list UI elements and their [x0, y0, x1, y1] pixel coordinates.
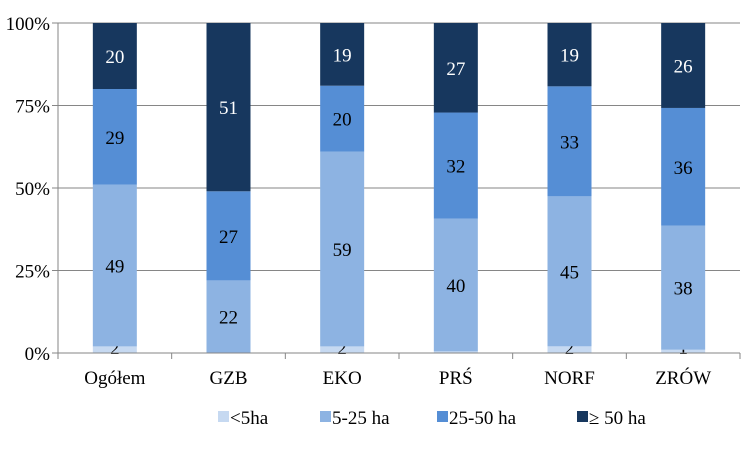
legend-item: <5ha — [218, 408, 269, 429]
bar-segment — [547, 346, 592, 353]
bar-stack: 22 27 51 — [206, 23, 251, 353]
legend-item: ≥ 50 ha — [577, 408, 646, 429]
bar-segment — [661, 225, 706, 350]
bar-segment — [206, 23, 251, 192]
x-tick-label: NORF — [544, 368, 595, 389]
data-label: 33 — [560, 132, 579, 153]
data-label: 32 — [446, 157, 465, 178]
data-label: 2 — [337, 338, 347, 359]
legend-label: 5-25 ha — [332, 408, 390, 429]
bar-segment — [661, 349, 706, 353]
bar-segment — [320, 85, 365, 152]
bar-segment — [92, 346, 137, 353]
bar-segment — [547, 86, 592, 197]
bar-segment — [547, 23, 592, 87]
data-label: 19 — [560, 46, 579, 67]
x-tick-label: EKO — [323, 368, 362, 389]
bar-segment — [92, 89, 137, 185]
data-label: 27 — [446, 59, 465, 80]
data-label: 26 — [674, 56, 693, 77]
legend-label: 25-50 ha — [449, 408, 517, 429]
legend-label: ≥ 50 ha — [589, 408, 646, 429]
y-tick-label: 0% — [25, 344, 51, 365]
legend-swatch — [320, 411, 331, 422]
x-axis: Ogółem GZB EKO PRŚ NORF ZRÓW — [57, 23, 741, 389]
y-tick-label: 25% — [15, 262, 50, 283]
data-label: 20 — [333, 110, 352, 131]
data-label: 40 — [446, 276, 465, 297]
data-label: 59 — [333, 240, 352, 261]
y-tick-label: 50% — [15, 179, 50, 200]
x-tick-label: Ogółem — [84, 368, 145, 389]
data-label: 38 — [674, 279, 693, 300]
bar-stack: 2 45 33 19 — [547, 23, 592, 359]
bar-stack: 1383626 — [661, 23, 706, 359]
y-tick-label: 75% — [15, 97, 50, 118]
legend-swatch — [437, 411, 448, 422]
bar-stack: 2 59 20 19 — [320, 23, 365, 359]
bar-segment — [320, 23, 365, 86]
data-label: 45 — [560, 262, 579, 283]
legend-label: <5ha — [230, 408, 269, 429]
legend-item: 5-25 ha — [320, 408, 390, 429]
bar-segment — [92, 184, 137, 347]
bar-segment — [92, 23, 137, 89]
bar-segment — [206, 191, 251, 281]
bar-stack: 40 32 27 — [433, 23, 478, 353]
data-label: 2 — [565, 338, 575, 359]
legend-swatch — [577, 411, 588, 422]
bar-segment — [433, 351, 478, 353]
x-tick-label: GZB — [210, 368, 248, 389]
data-label: 22 — [219, 308, 238, 329]
data-label: 51 — [219, 98, 238, 119]
data-label: 27 — [219, 227, 238, 248]
bar-segment — [661, 23, 706, 108]
bar-segment — [433, 218, 478, 352]
data-label: 2 — [110, 338, 120, 359]
data-label: 29 — [105, 128, 124, 149]
bar-segment — [547, 196, 592, 347]
bar-segment — [320, 346, 365, 353]
bar-segment — [433, 23, 478, 113]
data-label: 20 — [105, 47, 124, 68]
bar-stack: 2 49 29 20 — [92, 23, 137, 359]
legend-item: 25-50 ha — [437, 408, 517, 429]
bar-segment — [661, 107, 706, 226]
data-label: 19 — [333, 45, 352, 66]
x-tick-label: ZRÓW — [655, 367, 711, 389]
y-tick-label: 100% — [6, 14, 51, 35]
bar-segment — [320, 151, 365, 347]
legend: <5ha 5-25 ha 25-50 ha ≥ 50 ha — [218, 408, 646, 429]
x-tick-label: PRŚ — [439, 367, 473, 389]
data-label: 49 — [105, 257, 124, 278]
bar-segment — [433, 112, 478, 219]
y-axis-ticks: 0% 25% 50% 75% 100% — [6, 14, 58, 365]
gridlines — [58, 22, 740, 271]
legend-swatch — [218, 411, 229, 422]
data-label: 36 — [674, 158, 693, 179]
bar-segment — [206, 280, 251, 353]
bars: 2492920222751259201940322724533191383626 — [92, 23, 706, 359]
